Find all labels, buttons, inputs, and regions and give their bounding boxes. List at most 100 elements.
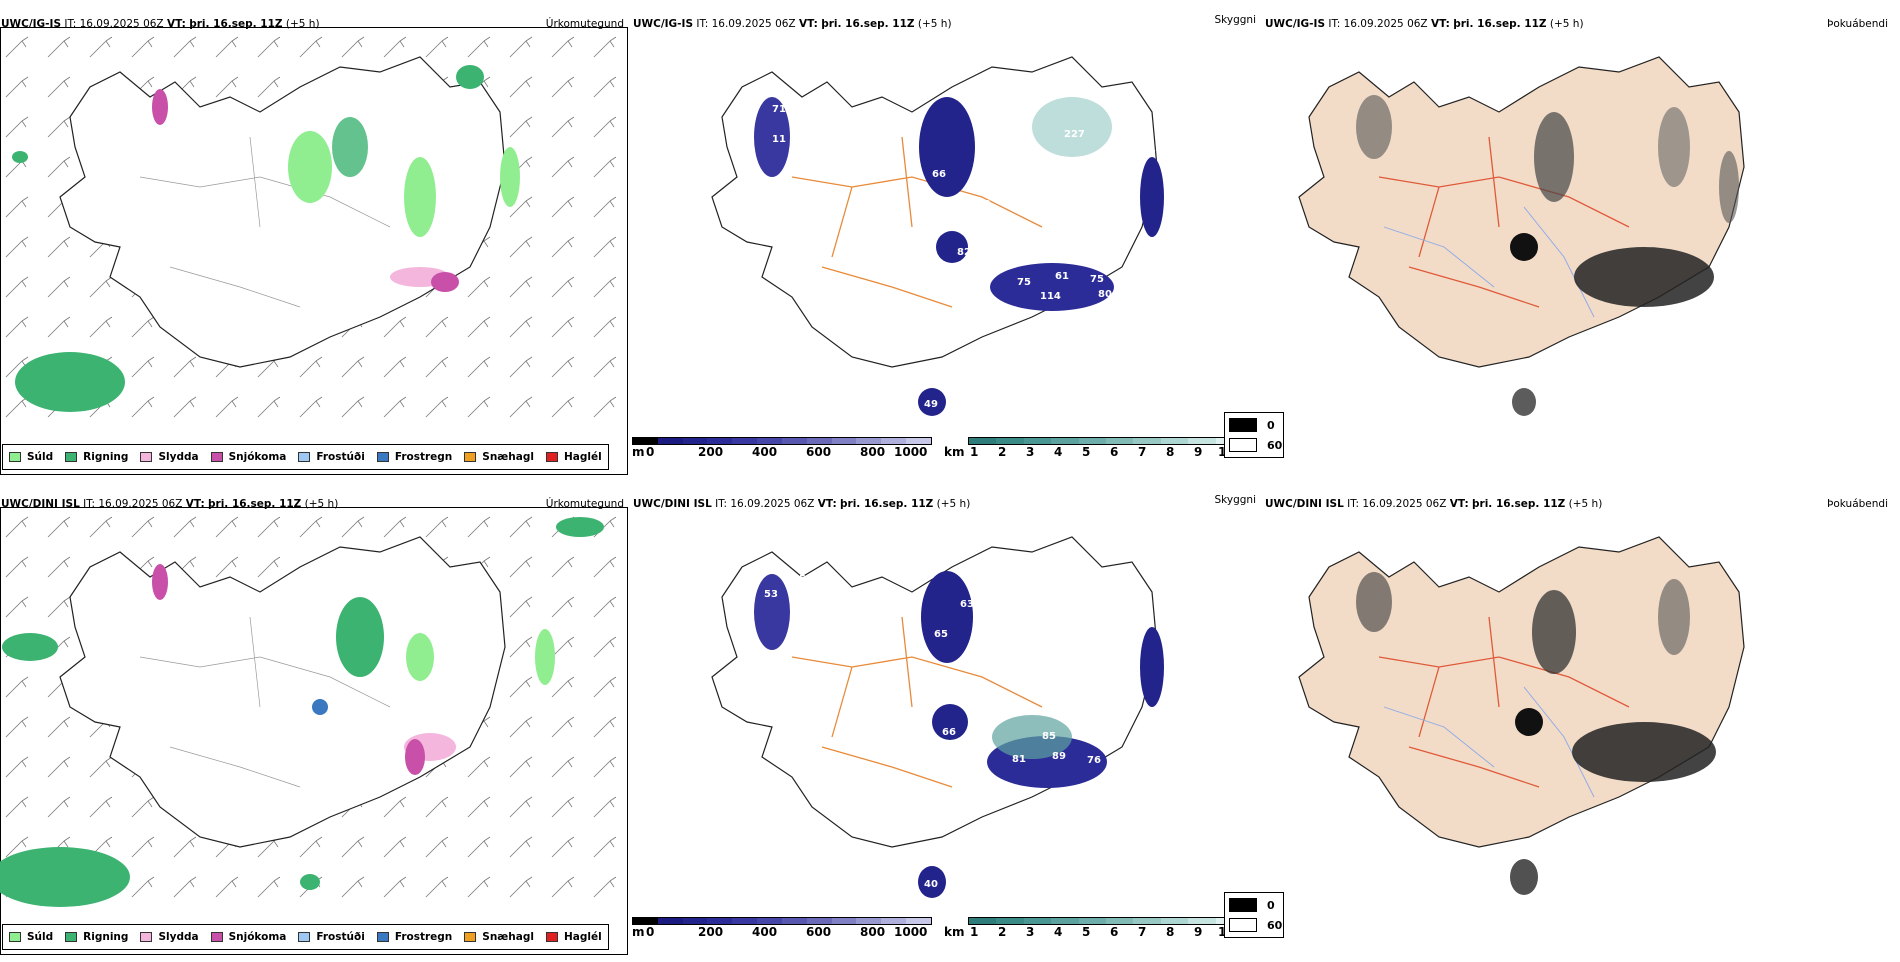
colorbar-tick: 600 xyxy=(806,445,832,459)
rain-area xyxy=(332,117,368,177)
colorbar-tick: 9 xyxy=(1194,445,1203,459)
distance-colorbar: km 1 2 3 4 5 6 7 8 9 10 xyxy=(944,437,1244,459)
legend-swatch xyxy=(376,452,389,462)
legend-swatch xyxy=(210,932,223,942)
colorbar-unit: km xyxy=(944,445,965,459)
low-cloud-area xyxy=(936,231,968,263)
cloud-map: 53 85 17 20 88 63 66 81 85 89 76 63 65 5… xyxy=(711,536,1164,898)
svg-text:63: 63 xyxy=(960,599,974,610)
fog-map xyxy=(1298,536,1745,895)
panel-header: UWC/DINI ISL IT: 16.09.2025 06Z VT: þri.… xyxy=(1265,498,1603,510)
colorbar-tick: 800 xyxy=(860,925,886,939)
svg-text:40: 40 xyxy=(924,879,938,890)
colorbar-tick: 2 xyxy=(998,925,1007,939)
svg-text:89: 89 xyxy=(1052,751,1066,762)
fog-panel-row1: UWC/IG-IS IT: 16.09.2025 06Z VT: þri. 16… xyxy=(1224,12,1892,482)
svg-text:63: 63 xyxy=(1117,751,1131,762)
freezing-rain-area xyxy=(312,699,328,715)
colorbar-tick: 400 xyxy=(752,445,778,459)
low-cloud-area xyxy=(990,263,1114,311)
cloud-panel-row1: UWC/IG-IS IT: 16.09.2025 06Z VT: þri. 16… xyxy=(632,12,1260,482)
fog-area xyxy=(1534,112,1574,202)
rain-area xyxy=(2,633,58,661)
legend-item: Slydda xyxy=(140,451,199,463)
svg-text:66: 66 xyxy=(942,727,956,738)
svg-text:61: 61 xyxy=(970,709,984,720)
rain-area xyxy=(300,874,320,890)
rain-area xyxy=(456,65,484,89)
legend-swatch xyxy=(210,452,223,462)
drizzle-area xyxy=(500,147,520,207)
legend-item: Snjókoma xyxy=(210,451,286,463)
legend-item: Frostregn xyxy=(376,451,452,463)
svg-text:17: 17 xyxy=(792,604,806,615)
svg-text:65: 65 xyxy=(934,629,948,640)
visibility-values: 72 71 11 53 64 66 82 75 61 75 114 80 67 … xyxy=(740,94,1201,410)
fog-area xyxy=(1510,233,1538,261)
drizzle-area xyxy=(288,131,332,203)
colorbar-tick: 1 xyxy=(970,925,979,939)
rain-area xyxy=(556,517,604,537)
svg-text:53: 53 xyxy=(764,589,778,600)
visibility-area xyxy=(992,715,1072,759)
cloud-panel-row2: UWC/DINI ISL IT: 16.09.2025 06Z VT: þri.… xyxy=(632,492,1260,962)
svg-text:20: 20 xyxy=(817,599,831,610)
low-cloud-area xyxy=(932,704,968,740)
snow-area xyxy=(431,272,459,292)
svg-text:57: 57 xyxy=(1187,159,1201,170)
panel-header: UWC/IG-IS IT: 16.09.2025 06Z VT: þri. 16… xyxy=(1265,18,1584,30)
snow-area xyxy=(405,739,425,775)
svg-text:76: 76 xyxy=(1087,755,1101,766)
legend-swatch xyxy=(140,452,153,462)
legend-swatch xyxy=(298,932,311,942)
fog-key-swatch xyxy=(1229,898,1257,912)
legend-item: Frostregn xyxy=(376,931,452,943)
svg-text:10: 10 xyxy=(1122,607,1136,618)
fog-key-swatch xyxy=(1229,918,1257,932)
fog-area xyxy=(1658,107,1690,187)
svg-text:65: 65 xyxy=(977,179,991,190)
legend-swatch xyxy=(545,452,558,462)
colorbar-tick: 7 xyxy=(1138,925,1147,939)
height-colorbar: m 0 200 400 600 800 1000 xyxy=(632,917,932,939)
svg-text:66: 66 xyxy=(777,209,791,220)
svg-text:114: 114 xyxy=(1040,291,1061,302)
legend-swatch xyxy=(376,932,389,942)
colorbar-tick: 7 xyxy=(1138,445,1147,459)
svg-text:85: 85 xyxy=(792,574,806,585)
legend-swatch xyxy=(65,452,78,462)
low-cloud-area xyxy=(1140,157,1164,237)
map-frame xyxy=(0,27,628,475)
svg-text:75: 75 xyxy=(1017,277,1031,288)
svg-text:80: 80 xyxy=(1098,289,1112,300)
legend-swatch xyxy=(464,452,477,462)
height-colorbar-ticks: m 0 200 400 600 800 1000 xyxy=(632,925,932,939)
legend-item: Súld xyxy=(9,931,53,943)
fog-area xyxy=(1356,572,1392,632)
colorbar-tick: 8 xyxy=(1166,445,1175,459)
colorbar-tick: 6 xyxy=(1110,925,1119,939)
fog-key-row-white: 60 xyxy=(1229,438,1282,452)
colorbar-tick: 200 xyxy=(698,445,724,459)
drizzle-area xyxy=(404,157,436,237)
low-cloud-area xyxy=(921,571,973,663)
legend-item: Snæhagl xyxy=(464,931,534,943)
legend-item: Slydda xyxy=(140,931,199,943)
legend-item: Frostúði xyxy=(298,451,365,463)
svg-text:227: 227 xyxy=(1064,129,1085,140)
snow-area xyxy=(152,89,168,125)
fog-key: 0 60 xyxy=(1224,892,1284,938)
svg-text:69: 69 xyxy=(977,199,991,210)
panel-title: Þokuábendi xyxy=(1827,18,1888,30)
colorbar-tick: 0 xyxy=(646,445,655,459)
legend-swatch xyxy=(140,932,153,942)
colorbar-tick: 600 xyxy=(806,925,832,939)
legend-swatch xyxy=(464,932,477,942)
colorbar-tick: 3 xyxy=(1026,445,1035,459)
svg-text:58: 58 xyxy=(1008,639,1022,650)
legend-swatch xyxy=(298,452,311,462)
colorbar-tick: 1 xyxy=(970,445,979,459)
precip-panel-row2: UWC/DINI ISL IT: 16.09.2025 06Z VT: þri.… xyxy=(0,492,628,962)
colorbar-tick: 800 xyxy=(860,445,886,459)
height-colorbar: m 0 200 400 600 800 1000 xyxy=(632,437,932,459)
